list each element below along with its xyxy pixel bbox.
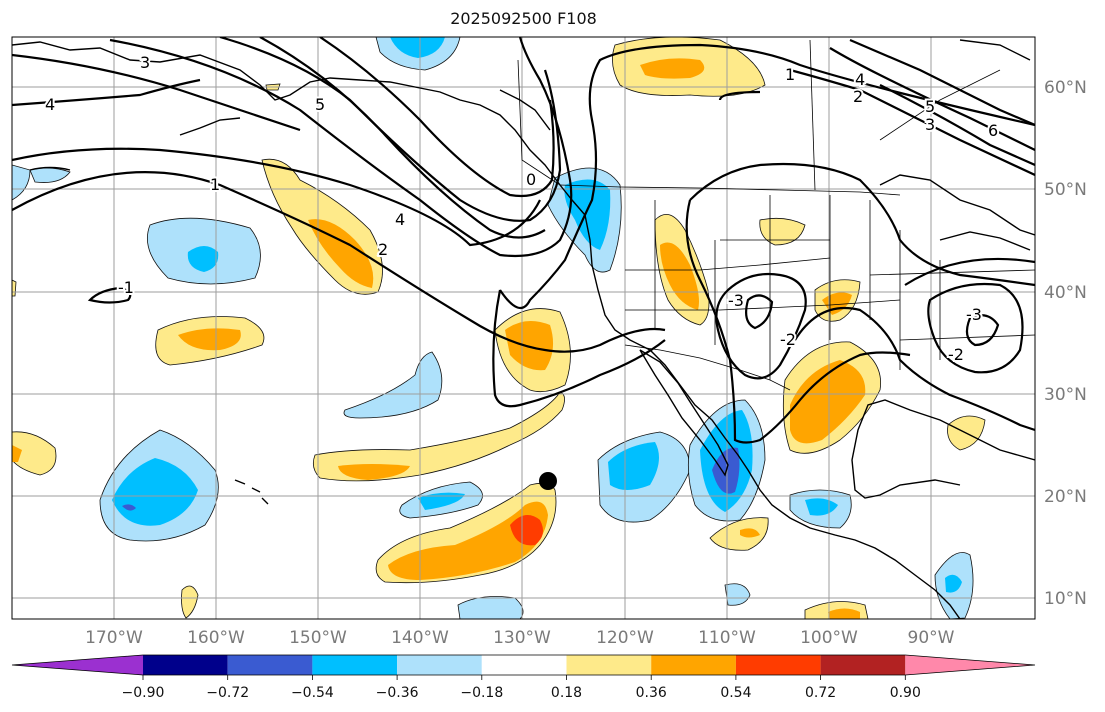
contour-label-group: 3 4 1 -1 5 4 2 0 1 4 2 5 3 6 -3 -2 -3 -2 [43, 51, 1000, 366]
colorbar-ticks [142, 675, 906, 680]
colorbar-tick-label: 0.36 [636, 685, 667, 701]
contour-label: 5 [315, 95, 325, 114]
colorbar-tick-label: 0.54 [720, 685, 751, 701]
lon-label: 130°W [493, 628, 551, 648]
negative-anomaly-core-fills [112, 37, 962, 593]
lon-label: 170°W [85, 628, 143, 648]
lon-label: 150°W [289, 628, 347, 648]
gridlines [12, 37, 1035, 619]
political-borders [517, 39, 1035, 391]
colorbar-segment [397, 655, 482, 675]
map-area: 3 4 1 -1 5 4 2 0 1 4 2 5 3 6 -3 -2 -3 -2 [12, 37, 1035, 619]
moderate-positive-anomaly-fills [12, 58, 866, 619]
lat-label: 40°N [1044, 283, 1087, 303]
strong-positive-anomaly-fill [510, 515, 544, 546]
contour-label: 2 [853, 87, 863, 106]
lon-label: 120°W [596, 628, 654, 648]
contour-label: 4 [395, 210, 405, 229]
colorbar-segment [227, 655, 313, 675]
colorbar-tick-label: 0.72 [805, 685, 836, 701]
contour-label: 1 [785, 65, 795, 84]
colorbar-tick-label: −0.18 [460, 685, 503, 701]
contour-label: 4 [855, 70, 865, 89]
colorbar-tick-label: −0.72 [206, 685, 249, 701]
contour-label: -2 [780, 330, 796, 349]
contour-label: 2 [378, 240, 388, 259]
map-frame [11, 36, 1036, 620]
longitude-labels: 170°W 160°W 150°W 140°W 130°W 120°W 110°… [85, 628, 955, 648]
lat-label: 30°N [1044, 385, 1087, 405]
colorbar-segment [481, 655, 567, 675]
contour-lines [12, 37, 1035, 444]
lon-label: 140°W [391, 628, 449, 648]
lat-label: 10°N [1044, 589, 1087, 609]
colorbar-tick-label: −0.54 [291, 685, 334, 701]
lon-label: 110°W [698, 628, 756, 648]
contour-label: 6 [988, 121, 998, 140]
lat-label: 50°N [1044, 180, 1087, 200]
colorbar-segment [735, 655, 821, 675]
colorbar: −0.90 −0.72 −0.54 −0.36 −0.18 0.18 0.36 … [11, 654, 1036, 701]
colorbar-tick-label: −0.36 [376, 685, 419, 701]
contour-label: 4 [45, 95, 55, 114]
contour-label: 1 [210, 175, 220, 194]
contour-label: 5 [925, 97, 935, 116]
contour-label: -2 [948, 345, 964, 364]
lat-label: 60°N [1044, 78, 1087, 98]
contour-label: 3 [925, 115, 935, 134]
colorbar-segment [651, 655, 736, 675]
colorbar-segment [143, 655, 228, 675]
colorbar-segment [566, 655, 652, 675]
colorbar-tick-label: −0.90 [122, 685, 165, 701]
contour-label: 0 [526, 170, 536, 189]
lon-label: 160°W [187, 628, 245, 648]
colorbar-segment [820, 655, 906, 675]
colorbar-tick-label: 0.18 [551, 685, 582, 701]
lon-label: 100°W [800, 628, 858, 648]
latitude-labels: 60°N 50°N 40°N 30°N 20°N 10°N [1044, 78, 1087, 609]
contour-label: -1 [118, 278, 134, 297]
contour-label: -3 [728, 291, 744, 310]
contour-label: -3 [966, 305, 982, 324]
colorbar-tick-label: 0.90 [890, 685, 921, 701]
storm-position-marker [539, 472, 557, 490]
colorbar-extend-high [905, 655, 1035, 675]
lat-label: 20°N [1044, 487, 1087, 507]
colorbar-segment [312, 655, 398, 675]
colorbar-extend-low [12, 655, 143, 675]
contour-label: 3 [140, 53, 150, 72]
map-title: 2025092500 F108 [450, 9, 597, 28]
lon-label: 90°W [908, 628, 955, 648]
